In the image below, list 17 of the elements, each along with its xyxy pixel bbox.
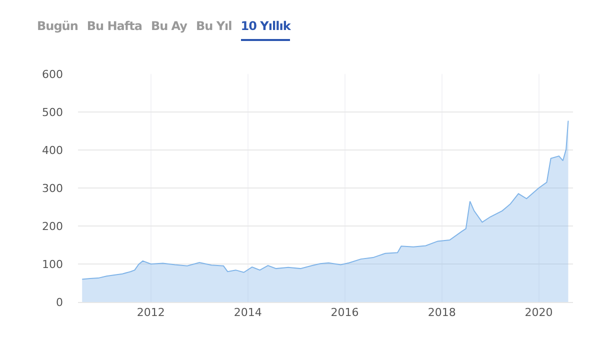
y-tick-label: 200 <box>42 220 63 233</box>
y-tick-label: 400 <box>42 144 63 157</box>
y-tick-label: 300 <box>42 182 63 195</box>
y-tick-label: 600 <box>42 68 63 81</box>
text: 10 Yıllık <box>240 19 290 41</box>
text: Bu Ay <box>150 19 187 35</box>
x-tick-label: 2012 <box>136 306 165 320</box>
x-tick-label: 2016 <box>330 306 359 320</box>
text: Bu Hafta <box>86 19 142 35</box>
y-tick-label: 0 <box>56 296 63 309</box>
x-tick-label: 2018 <box>428 306 456 320</box>
x-tick-label: 2014 <box>234 306 262 320</box>
text: Bu Yıl <box>196 19 232 35</box>
text: Bugün <box>37 19 78 35</box>
x-tick-label: 2020 <box>524 306 553 320</box>
y-tick-label: 100 <box>42 258 63 271</box>
y-tick-label: 500 <box>42 106 63 119</box>
